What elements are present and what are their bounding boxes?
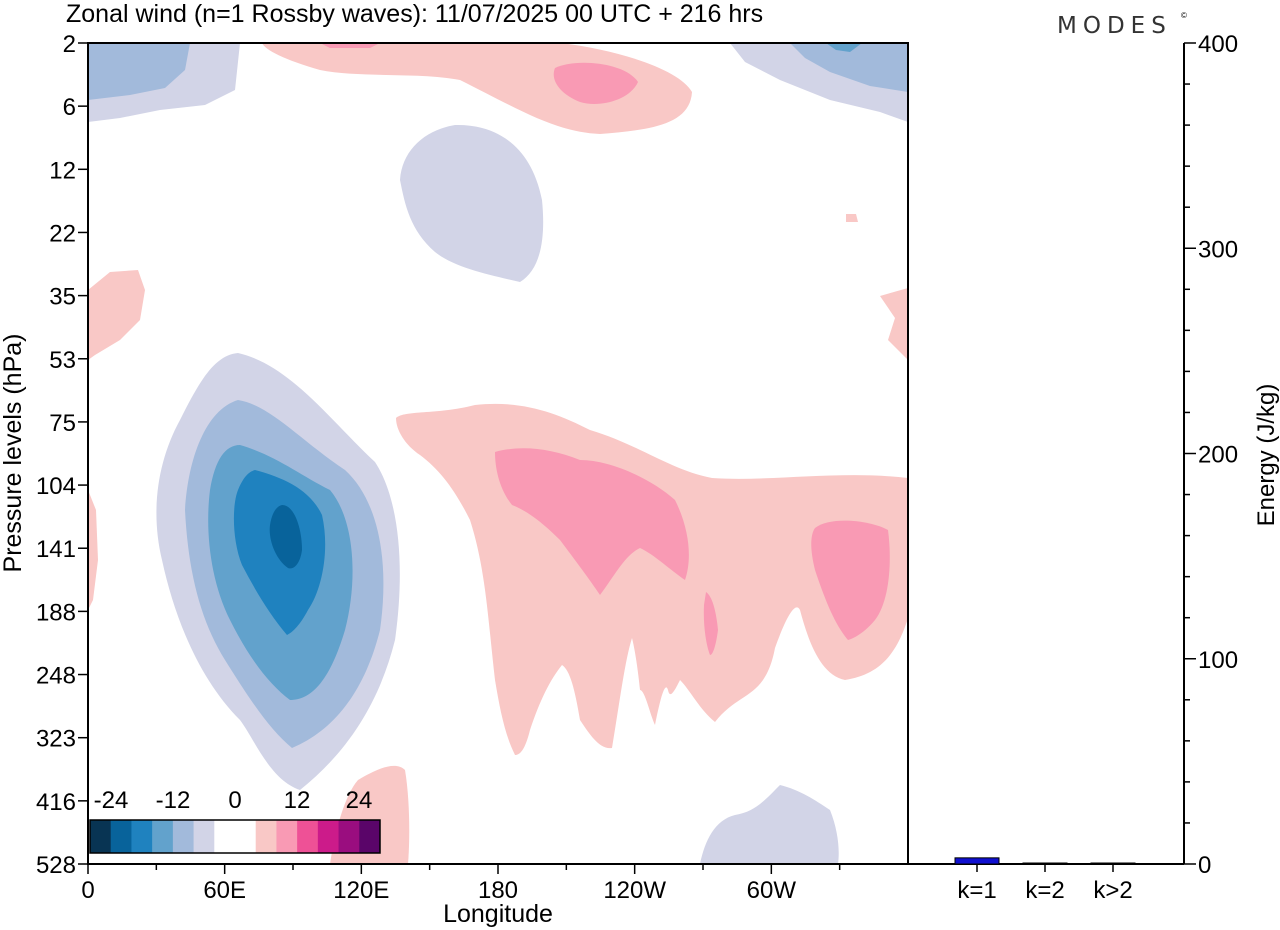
energy-axis-label: Energy (J/kg) (1253, 384, 1280, 527)
region-right-pink (880, 288, 908, 360)
x-tick-label-0: 0 (81, 877, 94, 904)
colorbar-label-1: -12 (156, 787, 191, 814)
region-center-lavender (400, 124, 544, 282)
y-tick-label-6: 75 (49, 410, 76, 437)
colorbar-swatch-13 (359, 820, 381, 853)
y-axis: 2 6 12 22 35 53 75 104 141 188 248 323 416 528 (36, 31, 88, 879)
energy-tick-label-0: 0 (1198, 852, 1211, 879)
y-tick-label-10: 248 (36, 663, 76, 690)
x-tick-label-4: 120W (603, 877, 666, 904)
modes-logo: MODES (1057, 13, 1172, 39)
y-tick-label-12: 416 (36, 789, 76, 816)
energy-cat-label-2: k>2 (1093, 877, 1132, 904)
region-pink-band-core (495, 448, 689, 595)
colorbar-swatch-1 (110, 820, 132, 853)
region-right-pink-speck (846, 214, 858, 222)
y-tick-label-9: 188 (36, 599, 76, 626)
y-tick-label-13: 528 (36, 852, 76, 879)
colorbar-swatch-11 (317, 820, 340, 853)
y-tick-label-8: 141 (36, 536, 76, 563)
region-left-pink-mid (88, 490, 98, 610)
colorbar-label-4: 24 (346, 787, 373, 814)
colorbar-swatch-4 (172, 820, 195, 853)
region-topleft-blue (88, 43, 190, 100)
colorbar-swatch-10 (297, 820, 319, 853)
energy-bar-1 (1022, 862, 1068, 865)
region-pink-band-sliver (703, 592, 718, 655)
y-tick-label-3: 22 (49, 220, 76, 247)
energy-tick-label-1: 100 (1198, 647, 1238, 674)
energy-tick-label-2: 200 (1198, 442, 1238, 469)
region-lower-right-lavender (700, 785, 839, 864)
region-pink-band-core-right (811, 520, 890, 640)
x-axis-label: Longitude (443, 900, 553, 928)
energy-cat-label-1: k=2 (1025, 877, 1064, 904)
region-top-pink-core2 (320, 43, 380, 48)
colorbar-swatch-7 (235, 820, 257, 853)
x-tick-label-3: 180 (478, 877, 518, 904)
colorbar-swatch-12 (338, 820, 360, 853)
colorbar-swatch-5 (193, 820, 215, 853)
energy-bar-2 (1090, 862, 1136, 865)
region-left-pink-upper (88, 270, 145, 360)
y-axis-label: Pressure levels (hPa) (0, 334, 27, 573)
energy-categories: k=1 k=2 k>2 (957, 864, 1133, 904)
y-tick-label-1: 6 (63, 94, 76, 121)
copyright-mark: © (1181, 11, 1187, 20)
colorbar (89, 819, 381, 854)
y-tick-label-4: 35 (49, 284, 76, 311)
colorbar-swatch-6 (214, 820, 236, 853)
energy-bars (954, 857, 1136, 865)
contour-field (88, 43, 908, 864)
energy-tick-label-4: 400 (1198, 31, 1238, 58)
x-tick-label-5: 60W (747, 877, 797, 904)
energy-tick-label-3: 300 (1198, 236, 1238, 263)
region-topright-core (826, 43, 862, 52)
x-tick-label-2: 120E (333, 877, 389, 904)
colorbar-label-3: 12 (284, 787, 311, 814)
colorbar-swatch-0 (90, 820, 112, 853)
colorbar-frame (89, 819, 381, 854)
region-topright-blue (790, 43, 908, 92)
colorbar-swatch-3 (152, 820, 174, 853)
colorbar-swatch-2 (131, 820, 153, 853)
region-lower-core (269, 505, 302, 569)
colorbar-label-2: 0 (228, 787, 241, 814)
colorbar-swatch-8 (255, 820, 277, 853)
y-tick-label-2: 12 (49, 157, 76, 184)
colorbar-labels: -24 -12 0 12 24 (94, 787, 373, 814)
y-tick-label-11: 323 (36, 726, 76, 753)
y-tick-label-5: 53 (49, 347, 76, 374)
region-top-pink-core (553, 62, 638, 104)
energy-bar-0 (954, 857, 1000, 865)
y-tick-label-0: 2 (63, 31, 76, 58)
x-axis: 0 60E 120E 180 120W 60W (81, 864, 841, 904)
x-tick-label-1: 60E (203, 877, 246, 904)
y-tick-label-7: 104 (36, 473, 76, 500)
chart-title: Zonal wind (n=1 Rossby waves): 11/07/202… (66, 0, 763, 28)
energy-y-axis: 0 100 200 300 400 (1184, 31, 1238, 879)
colorbar-swatch-9 (276, 820, 298, 853)
colorbar-label-0: -24 (94, 787, 129, 814)
energy-cat-label-0: k=1 (957, 877, 996, 904)
